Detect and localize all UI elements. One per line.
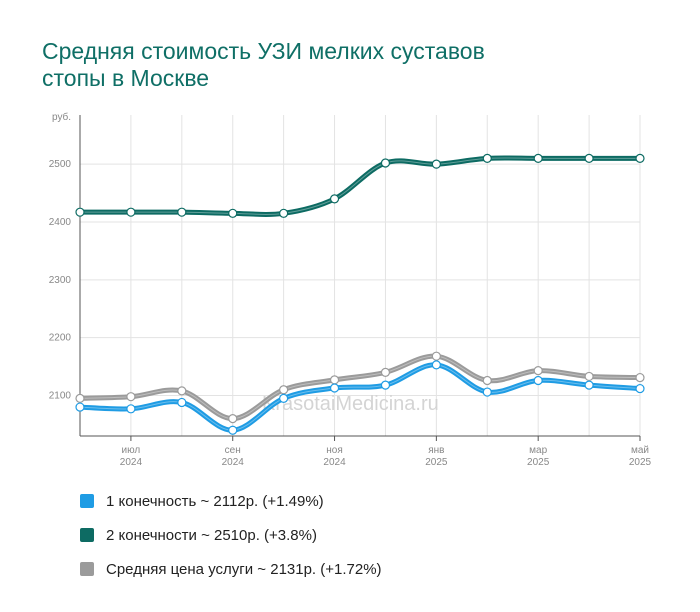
- data-point[interactable]: [75, 393, 85, 404]
- series-line-highlight-2: [79, 157, 640, 215]
- y-tick-label: 2500: [49, 159, 72, 170]
- data-point[interactable]: [126, 392, 136, 402]
- data-point[interactable]: [431, 360, 441, 370]
- data-point[interactable]: [279, 393, 289, 404]
- x-tick-label-month: ноя: [326, 445, 343, 456]
- data-point[interactable]: [533, 375, 543, 386]
- legend-swatch-1: [80, 494, 94, 508]
- data-point[interactable]: [431, 159, 441, 169]
- data-point[interactable]: [584, 380, 594, 390]
- data-point[interactable]: [482, 387, 492, 397]
- data-point[interactable]: [177, 207, 187, 217]
- y-unit-label: руб.: [52, 111, 71, 123]
- legend: 1 конечность ~ 2112р. (+1.49%) 2 конечно…: [80, 484, 382, 586]
- x-tick-label-year: 2025: [629, 457, 652, 468]
- x-tick-label-year: 2024: [120, 457, 143, 468]
- legend-item[interactable]: 1 конечность ~ 2112р. (+1.49%): [80, 484, 382, 518]
- data-point[interactable]: [380, 380, 391, 390]
- data-point[interactable]: [228, 425, 238, 435]
- data-point[interactable]: [279, 385, 289, 395]
- line-chart: KrasotaiMedicina.ru руб. 2100 2200 2300 240…: [49, 111, 652, 468]
- chart-title: Средняя стоимость УЗИ мелких суставов ст…: [42, 38, 602, 92]
- legend-label-1: 1 конечность ~ 2112р. (+1.49%): [106, 492, 324, 510]
- data-point[interactable]: [279, 208, 289, 218]
- data-point[interactable]: [533, 153, 543, 163]
- x-tick-label-year: 2024: [222, 457, 245, 468]
- series-lines: [77, 155, 643, 433]
- y-axis-ticks: 2100 2200 2300 2400 2500: [49, 159, 72, 401]
- x-tick-label-month: май: [631, 445, 649, 456]
- data-point[interactable]: [329, 375, 340, 385]
- data-point[interactable]: [75, 402, 85, 412]
- chart-title-line2: стопы в Москве: [42, 65, 210, 91]
- data-point[interactable]: [228, 208, 238, 218]
- legend-swatch-3: [80, 562, 94, 576]
- x-tick-label-month: сен: [225, 445, 241, 456]
- series-line-2: [77, 155, 643, 217]
- x-tick-label-year: 2025: [527, 457, 550, 468]
- data-point[interactable]: [329, 383, 340, 393]
- y-tick-label: 2100: [49, 391, 72, 402]
- x-tick-label-year: 2024: [323, 457, 346, 468]
- y-tick-label: 2400: [49, 217, 72, 228]
- chart-title-line1: Средняя стоимость УЗИ мелких суставов: [42, 38, 485, 64]
- data-point[interactable]: [228, 414, 238, 424]
- data-point[interactable]: [635, 383, 645, 394]
- watermark: KrasotaiMedicina.ru: [262, 393, 439, 415]
- data-point[interactable]: [482, 153, 492, 163]
- x-tick-label-month: июл: [122, 445, 141, 456]
- data-point[interactable]: [635, 372, 645, 383]
- series-points: [75, 153, 645, 435]
- data-point[interactable]: [635, 153, 645, 163]
- data-point[interactable]: [380, 158, 391, 168]
- y-tick-label: 2200: [49, 333, 72, 344]
- x-tick-label-month: мар: [529, 445, 547, 456]
- data-point[interactable]: [482, 375, 492, 386]
- x-tick-label-month: янв: [428, 445, 444, 456]
- legend-item[interactable]: Средняя цена услуги ~ 2131р. (+1.72%): [80, 552, 382, 586]
- data-point[interactable]: [584, 371, 594, 382]
- x-axis-ticks: июл2024сен2024ноя2024янв2025мар2025май20…: [120, 436, 652, 468]
- chart-grid: [79, 115, 641, 437]
- data-point[interactable]: [329, 194, 340, 204]
- y-tick-label: 2300: [49, 275, 72, 286]
- data-point[interactable]: [75, 207, 85, 217]
- data-point[interactable]: [431, 351, 441, 361]
- legend-label-3: Средняя цена услуги ~ 2131р. (+1.72%): [106, 560, 382, 578]
- legend-label-2: 2 конечности ~ 2510р. (+3.8%): [106, 526, 317, 544]
- data-point[interactable]: [584, 153, 594, 163]
- legend-swatch-2: [80, 528, 94, 542]
- data-point[interactable]: [126, 404, 136, 414]
- legend-item[interactable]: 2 конечности ~ 2510р. (+3.8%): [80, 518, 382, 552]
- data-point[interactable]: [380, 367, 391, 377]
- data-point[interactable]: [533, 366, 543, 376]
- data-point[interactable]: [126, 207, 136, 217]
- data-point[interactable]: [177, 397, 187, 408]
- x-tick-label-year: 2025: [425, 457, 448, 468]
- data-point[interactable]: [177, 386, 187, 396]
